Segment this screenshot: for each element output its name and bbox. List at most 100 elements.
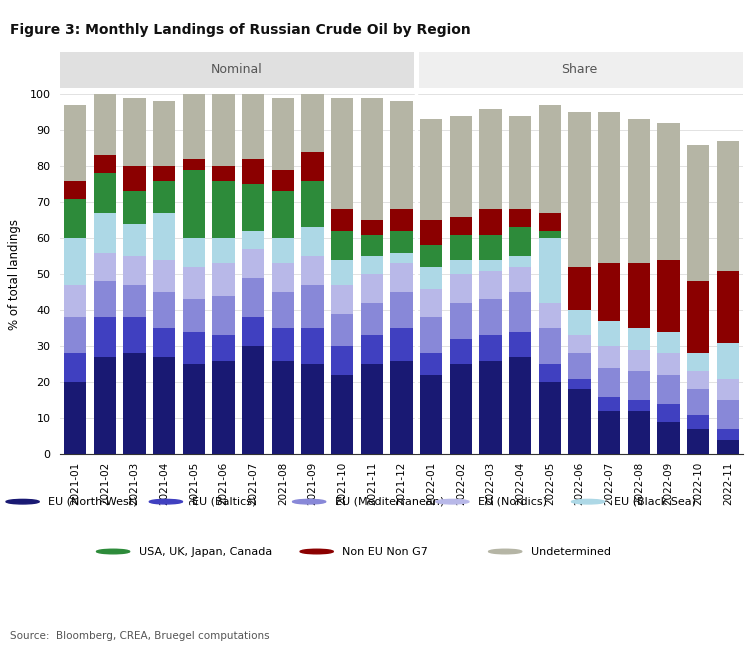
Text: EU (Baltics): EU (Baltics) [192,496,256,507]
Bar [420,354,443,375]
Bar [64,105,86,180]
Bar [153,180,175,213]
Bar [93,173,116,213]
Bar [93,317,116,357]
Bar [360,364,383,454]
Bar [302,328,323,364]
Bar [480,260,501,271]
Bar [124,224,146,256]
Bar [687,354,710,371]
Bar [331,98,354,210]
Bar [391,210,412,231]
Bar [271,361,294,454]
Bar [569,112,590,267]
Bar [538,238,561,303]
Bar [64,382,86,454]
Bar [124,191,146,224]
Bar [213,336,234,361]
Bar [64,285,86,317]
Bar [420,267,443,289]
Bar [657,260,679,332]
Bar [182,299,205,332]
Circle shape [6,499,39,504]
Text: EU (North-West): EU (North-West) [48,496,138,507]
Bar [124,317,146,354]
Bar [538,303,561,328]
Bar [598,321,621,347]
Bar [538,105,561,213]
Bar [213,180,234,238]
Bar [628,411,650,454]
Bar [60,52,414,88]
Circle shape [489,549,522,554]
Bar [480,234,501,260]
Text: Undetermined: Undetermined [531,546,611,557]
Bar [391,252,412,263]
Y-axis label: % of total landings: % of total landings [8,219,21,330]
Bar [480,299,501,336]
Bar [242,94,265,159]
Bar [302,364,323,454]
Bar [391,361,412,454]
Text: Source:  Bloomberg, CREA, Bruegel computations: Source: Bloomberg, CREA, Bruegel computa… [10,631,269,641]
Bar [717,271,739,343]
Bar [331,260,354,285]
Bar [598,397,621,411]
Text: Share: Share [562,63,598,77]
Bar [449,364,472,454]
Bar [302,227,323,256]
Circle shape [436,499,469,504]
Bar [331,346,354,375]
Bar [598,112,621,263]
Bar [182,238,205,267]
Text: Figure 3: Monthly Landings of Russian Crude Oil by Region: Figure 3: Monthly Landings of Russian Cr… [10,23,470,37]
Bar [124,256,146,285]
Bar [687,145,710,282]
Bar [628,119,650,263]
Bar [153,101,175,166]
Bar [628,371,650,400]
Bar [182,159,205,170]
Bar [302,180,323,227]
Bar [420,245,443,267]
Bar [449,260,472,274]
Bar [360,98,383,220]
Bar [657,375,679,404]
Bar [271,98,294,170]
Bar [419,52,743,88]
Bar [687,389,710,415]
Bar [242,347,265,454]
Bar [538,231,561,238]
Bar [391,101,412,210]
Text: EU (Mediterranean): EU (Mediterranean) [335,496,444,507]
Bar [302,256,323,285]
Bar [213,94,234,166]
Bar [124,98,146,166]
Bar [480,361,501,454]
Bar [449,234,472,260]
Bar [182,170,205,238]
Bar [657,354,679,375]
Bar [449,303,472,339]
Bar [687,415,710,429]
Bar [93,213,116,252]
Bar [509,267,532,292]
Bar [657,123,679,260]
Circle shape [293,499,326,504]
Bar [302,152,323,180]
Bar [449,217,472,234]
Bar [242,231,265,249]
Bar [331,314,354,347]
Bar [569,267,590,310]
Bar [153,213,175,260]
Bar [391,292,412,328]
Bar [242,278,265,317]
Bar [538,213,561,231]
Bar [391,231,412,252]
Bar [213,263,234,296]
Bar [391,328,412,361]
Bar [480,210,501,234]
Bar [420,317,443,354]
Bar [509,292,532,332]
Bar [271,263,294,292]
